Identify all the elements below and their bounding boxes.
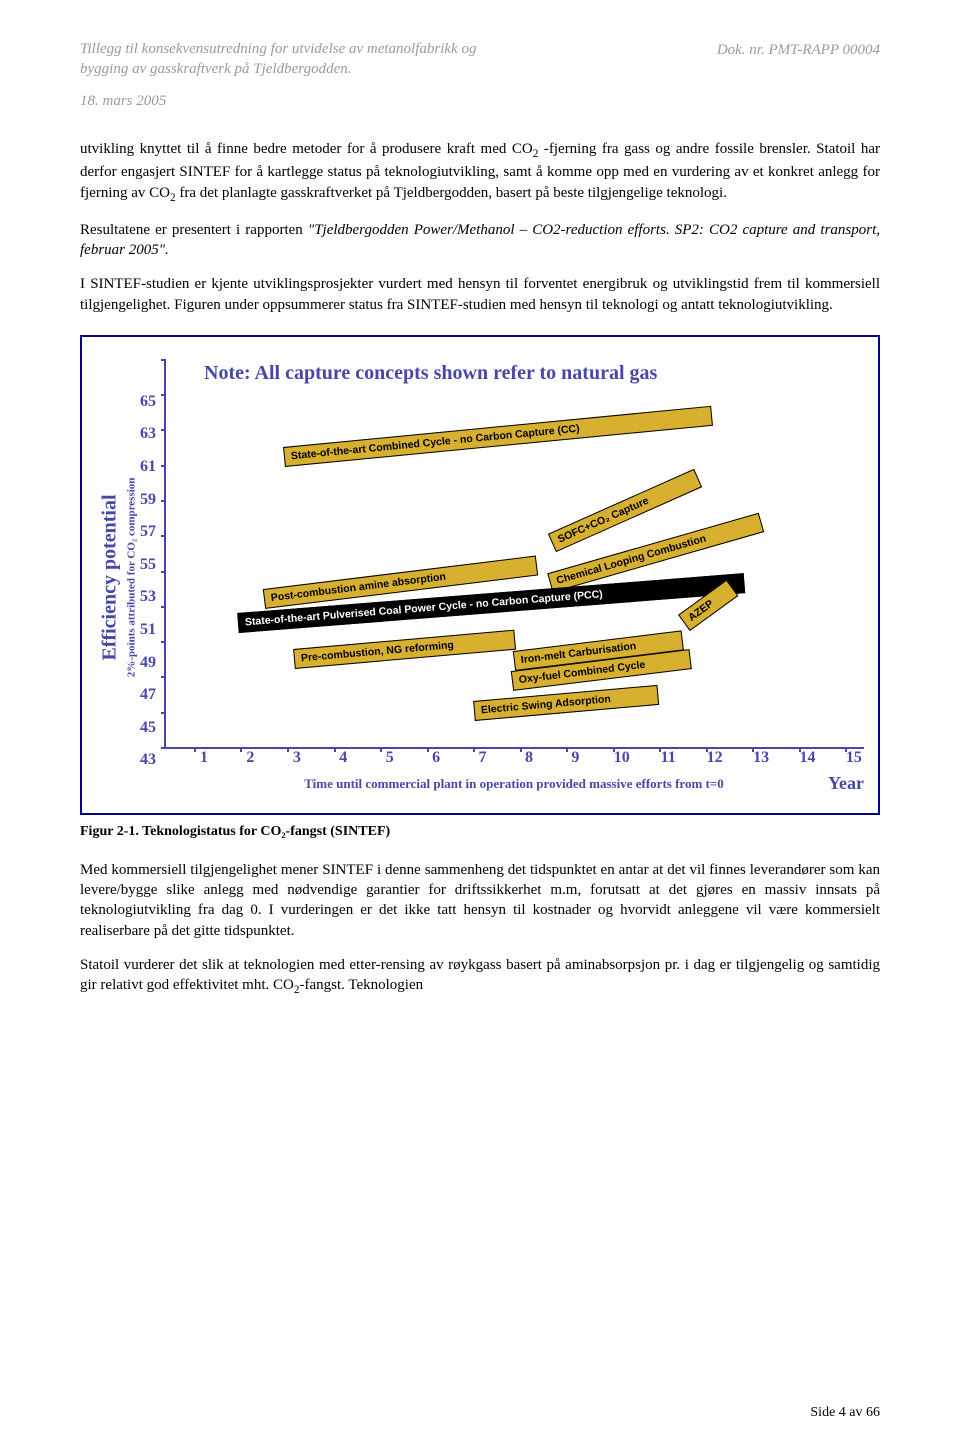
ytick-label: 53	[140, 586, 156, 608]
ytick-label: 43	[140, 749, 156, 771]
ytick-label: 65	[140, 391, 156, 413]
paragraph-1: utvikling knyttet til å finne bedre meto…	[80, 139, 880, 206]
xtick-label: 2	[240, 747, 260, 769]
xtick-label: 10	[612, 747, 632, 769]
xtick-label: 7	[473, 747, 493, 769]
header-date: 18. mars 2005	[80, 91, 880, 111]
yaxis-subtitle: 2%-points attributed for CO₂ compression	[125, 478, 140, 678]
header-title: Tillegg til konsekvensutredning for utvi…	[80, 40, 496, 79]
ytick-label: 47	[140, 684, 156, 706]
paragraph-3: I SINTEF-studien er kjente utviklingspro…	[80, 274, 880, 315]
ytick-label: 45	[140, 717, 156, 739]
xtick-label: 15	[844, 747, 864, 769]
xtick-label: 13	[751, 747, 771, 769]
ytick-label: 55	[140, 554, 156, 576]
ytick-label: 61	[140, 456, 156, 478]
header-doc-ref: Dok. nr. PMT-RAPP 00004	[717, 40, 880, 60]
text-span: fra det planlagte gasskraftverket på Tje…	[176, 185, 727, 201]
yaxis-area: Efficiency potential 2%-points attribute…	[96, 351, 160, 805]
xtick-label: 4	[333, 747, 353, 769]
yaxis-ticks: 65 63 61 59 57 55 53 51 49 47 45 43	[140, 391, 160, 771]
plot-area: Note: All capture concepts shown refer t…	[164, 351, 864, 805]
xtick-label: 6	[426, 747, 446, 769]
xtick-label: 9	[565, 747, 585, 769]
xtick-label: 12	[705, 747, 725, 769]
paragraph-2: Resultatene er presentert i rapporten "T…	[80, 220, 880, 261]
xaxis-label: Time until commercial plant in operation…	[164, 775, 864, 793]
yaxis-title: Efficiency potential	[97, 495, 124, 661]
xtick-label: 11	[658, 747, 678, 769]
page-header: Tillegg til konsekvensutredning for utvi…	[80, 40, 880, 79]
ytick-label: 49	[140, 652, 156, 674]
paragraph-5: Statoil vurderer det slik at teknologien…	[80, 955, 880, 998]
figure-caption: Figur 2-1. Teknologistatus for CO₂-fangs…	[80, 823, 880, 842]
text-span: Statoil vurderer det slik at teknologien…	[80, 957, 880, 993]
efficiency-chart: Efficiency potential 2%-points attribute…	[80, 335, 880, 815]
xtick-label: 8	[519, 747, 539, 769]
xtick-label: 3	[287, 747, 307, 769]
xaxis-year: Year	[828, 771, 864, 795]
chart-note: Note: All capture concepts shown refer t…	[204, 361, 657, 385]
text-span: Resultatene er presentert i rapporten	[80, 222, 308, 238]
ytick-label: 51	[140, 619, 156, 641]
ytick-label: 59	[140, 489, 156, 511]
ytick-label: 57	[140, 521, 156, 543]
page-footer: Side 4 av 66	[810, 1404, 880, 1423]
paragraph-4: Med kommersiell tilgjengelighet mener SI…	[80, 860, 880, 941]
xtick-label: 1	[194, 747, 214, 769]
xaxis-ticks: 123456789101112131415	[164, 747, 864, 769]
xtick-label: 5	[380, 747, 400, 769]
ytick-label: 63	[140, 423, 156, 445]
text-span: utvikling knyttet til å finne bedre meto…	[80, 141, 533, 157]
xtick-label: 14	[797, 747, 817, 769]
text-span: -fangst. Teknologien	[299, 977, 423, 993]
